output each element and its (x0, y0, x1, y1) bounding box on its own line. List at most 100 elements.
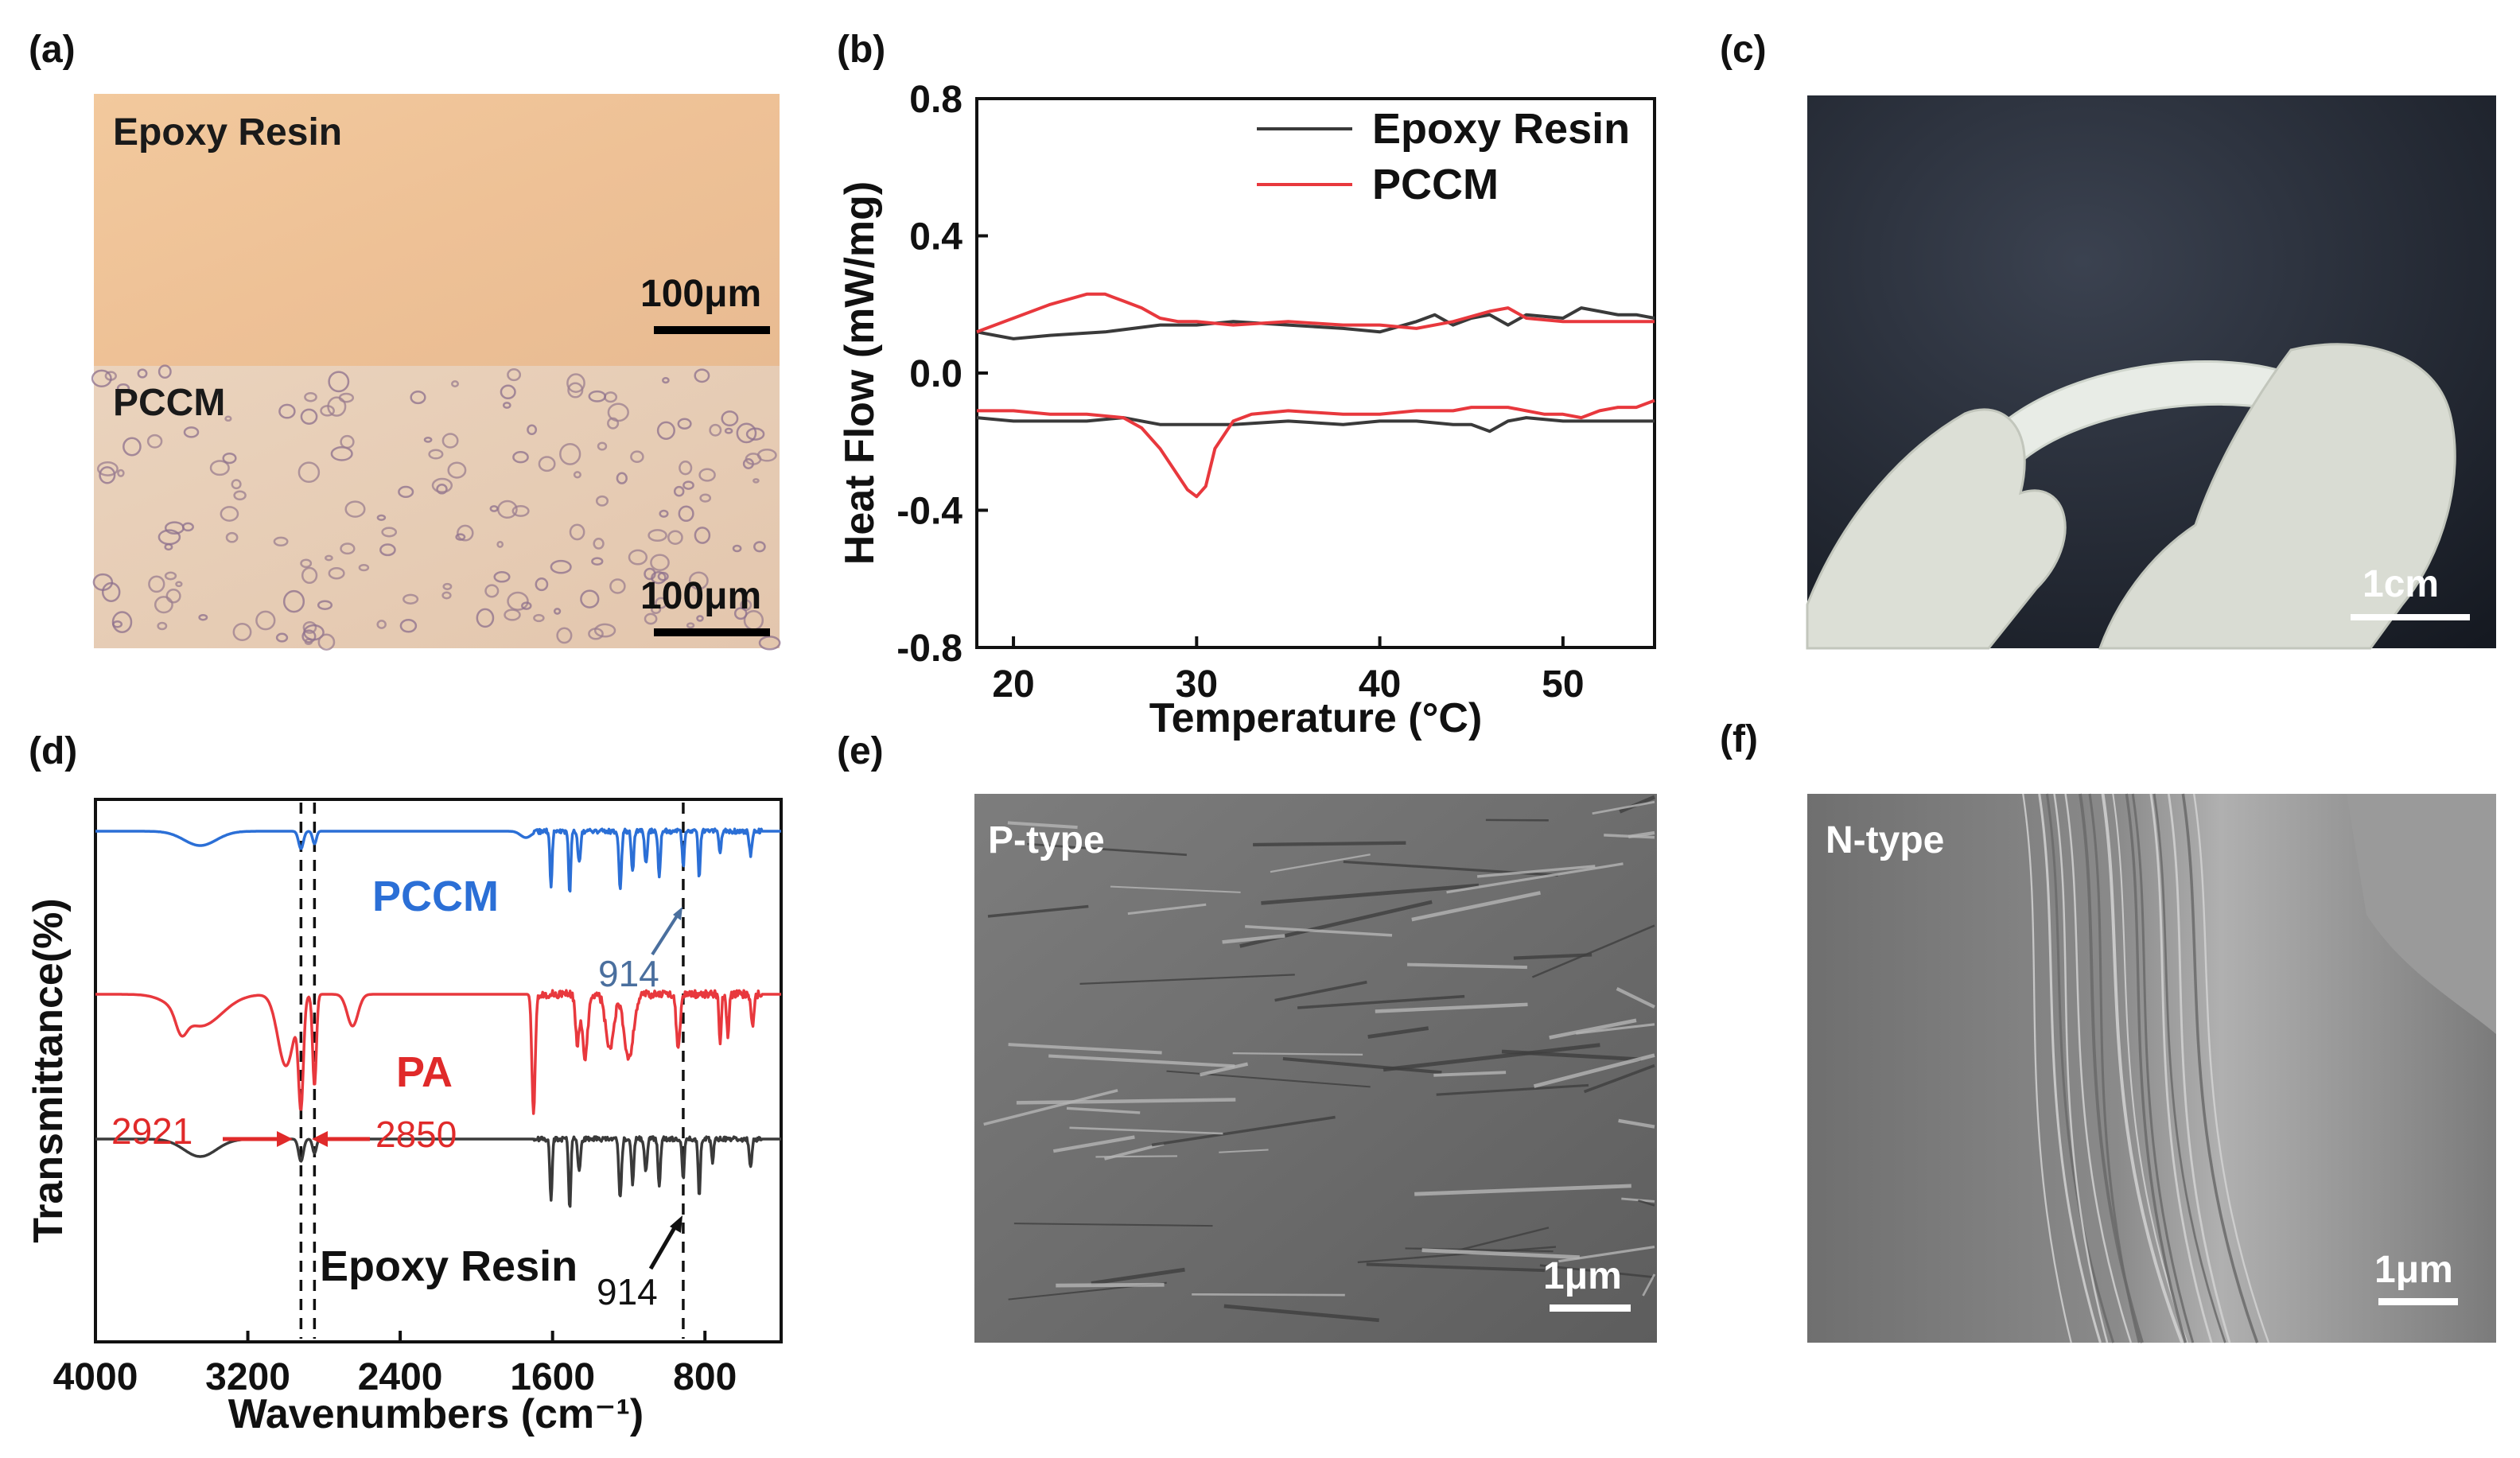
pccm-particle (338, 392, 355, 403)
sem-p-layer (1027, 842, 1187, 857)
sem-p-scale-bar (1550, 1304, 1631, 1312)
pccm-particle (340, 542, 356, 555)
pccm-particle (628, 549, 648, 566)
pccm-particle (591, 557, 604, 566)
sem-p-layer (1618, 1118, 1655, 1129)
pccm-particle (655, 597, 667, 609)
pccm-particle (325, 554, 333, 562)
pccm-particle (158, 364, 172, 379)
dsc-y-tick-label: 0.0 (909, 353, 962, 395)
pccm-particle (255, 610, 276, 631)
pccm-particle (231, 479, 242, 490)
sem-p-layer (1066, 1106, 1141, 1114)
ftir-x-axis-title: Wavenumbers (cm⁻¹) (228, 1391, 644, 1437)
photo-scale-label: 1cm (2362, 563, 2439, 605)
pccm-particle (758, 636, 781, 651)
pccm-particle (493, 571, 511, 583)
pccm-particle (521, 601, 532, 610)
pccm-particle (358, 563, 370, 572)
pccm-particle (303, 624, 325, 641)
pccm-particle (698, 468, 716, 482)
sem-p-layer (1007, 821, 1078, 830)
pccm-particle (220, 506, 239, 522)
sem-n-flake (2347, 794, 2496, 1034)
ftir-x-tick-label: 1600 (510, 1356, 595, 1398)
sem-p-layer (1016, 1098, 1236, 1105)
pccm-particle (451, 380, 459, 388)
pccm-particle (607, 402, 629, 422)
pccm-particle (721, 410, 739, 427)
sem-p-layer (987, 904, 1089, 918)
pccm-particle (588, 390, 607, 402)
ftir-line-epoxy-resin (95, 1135, 782, 1208)
pccm-particle (146, 434, 163, 449)
pccm-particle (752, 478, 760, 484)
arrowhead-2921 (277, 1131, 293, 1147)
pccm-particle (595, 495, 609, 507)
sem-p-layer (1616, 986, 1655, 1009)
pccm-particle (317, 600, 333, 610)
pccm-particle (736, 422, 757, 444)
sem-p-layer (1261, 883, 1480, 905)
pccm-particle (399, 619, 418, 633)
pccm-particle (91, 369, 112, 387)
pccm-particle (301, 629, 317, 643)
dsc-x-tick-label: 40 (1359, 663, 1401, 706)
sem-p-layer (1539, 1264, 1655, 1279)
sem-p-layer (1414, 1184, 1631, 1196)
sem-n-ridge (2045, 793, 2115, 1343)
pccm-particle (137, 368, 148, 379)
sem-p-layer (983, 1089, 1118, 1126)
pccm-particle (484, 584, 500, 598)
pccm-particle (550, 559, 572, 574)
pccm-particle (457, 524, 474, 542)
pccm-particle (376, 514, 387, 521)
sem-p-layer (1407, 962, 1527, 970)
sem-n-ridge (2079, 793, 2144, 1343)
dsc-legend: Epoxy Resin PCCM (1257, 105, 1630, 208)
sem-n-ridges (2022, 793, 2270, 1343)
pccm-particle (651, 605, 662, 614)
sem-n-ridge (2125, 793, 2188, 1343)
pccm-particle (566, 373, 585, 393)
sem-p-layer (1091, 1267, 1185, 1285)
pccm-particle (630, 450, 644, 464)
pccm-label: PCCM (113, 382, 225, 424)
pccm-particle (148, 575, 165, 593)
pccm-particle (376, 620, 387, 629)
pccm-particle (300, 408, 318, 425)
pccm-particle (111, 611, 133, 633)
pccm-particle (117, 469, 125, 477)
sem-p-scale-label: 1μm (1543, 1255, 1622, 1297)
sem-p-layer (1095, 1155, 1178, 1158)
pccm-particle (569, 523, 585, 541)
ftir-line-pa (95, 989, 782, 1115)
pccm-particle (732, 544, 742, 553)
sem-n-ridge (2088, 793, 2141, 1343)
panel-d-label: (d) (29, 730, 77, 772)
pccm-particle (756, 449, 777, 462)
pccm-particle (616, 472, 628, 484)
sem-p-type-label: P-type (988, 819, 1105, 861)
pccm-particle (533, 613, 545, 623)
sem-n-ridge (2101, 793, 2184, 1343)
pccm-particle (667, 530, 683, 545)
pccm-particle (573, 471, 581, 479)
pccm-particle (225, 531, 239, 543)
sem-p-layer (1621, 1197, 1655, 1203)
pccm-particle (410, 391, 426, 405)
sem-p-layer (1531, 924, 1655, 978)
pccm-particle (656, 421, 675, 440)
sem-p-layer (1253, 841, 1406, 847)
pccm-particle (659, 509, 669, 518)
sem-p-layer (1549, 1018, 1637, 1040)
scale-label-bottom: 100μm (640, 575, 761, 617)
pccm-particle (344, 500, 366, 518)
pccm-particle (686, 622, 695, 629)
sem-p-layer (1446, 862, 1624, 894)
pccm-particle (317, 633, 336, 651)
sem-p-layer (1297, 994, 1465, 1009)
dsc-ticks: 20 30 40 50 0.8 0.4 0.0 -0.4 -0.8 (896, 79, 1584, 706)
pccm-particle (688, 571, 709, 590)
sem-p-layer (1013, 1223, 1213, 1227)
